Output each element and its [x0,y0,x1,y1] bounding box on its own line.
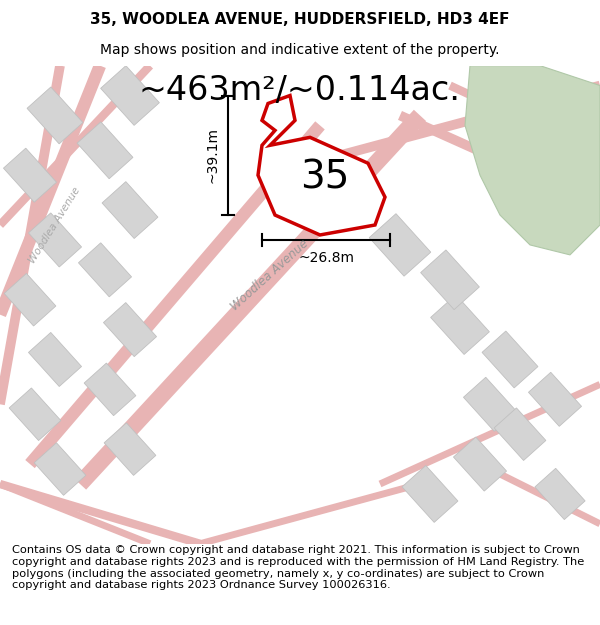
Polygon shape [34,442,86,496]
Polygon shape [28,213,82,267]
Polygon shape [4,148,56,202]
Polygon shape [535,468,585,519]
Polygon shape [79,242,131,297]
Polygon shape [4,273,56,326]
Text: Map shows position and indicative extent of the property.: Map shows position and indicative extent… [100,42,500,57]
Polygon shape [103,302,157,357]
Text: 35, WOODLEA AVENUE, HUDDERSFIELD, HD3 4EF: 35, WOODLEA AVENUE, HUDDERSFIELD, HD3 4E… [90,12,510,27]
Polygon shape [494,408,546,461]
Polygon shape [9,388,61,441]
Text: ~39.1m: ~39.1m [206,127,220,183]
Text: 35: 35 [301,158,350,196]
Polygon shape [369,214,431,276]
Text: ~26.8m: ~26.8m [298,251,354,265]
Polygon shape [84,363,136,416]
Polygon shape [258,96,385,235]
Polygon shape [102,182,158,239]
Polygon shape [463,378,517,431]
Text: Woodlea Avenue: Woodlea Avenue [229,237,311,313]
Text: Contains OS data © Crown copyright and database right 2021. This information is : Contains OS data © Crown copyright and d… [12,546,584,590]
Polygon shape [402,466,458,522]
Polygon shape [482,331,538,388]
Polygon shape [421,250,479,309]
Polygon shape [454,437,506,491]
Text: Woodlea Avenue: Woodlea Avenue [28,185,82,265]
Polygon shape [529,372,581,426]
Polygon shape [101,66,160,126]
Polygon shape [27,87,83,144]
Polygon shape [104,423,156,476]
Polygon shape [465,66,600,255]
Polygon shape [431,295,490,354]
Text: ~463m²/~0.114ac.: ~463m²/~0.114ac. [139,74,461,107]
Polygon shape [28,332,82,386]
Polygon shape [77,122,133,179]
